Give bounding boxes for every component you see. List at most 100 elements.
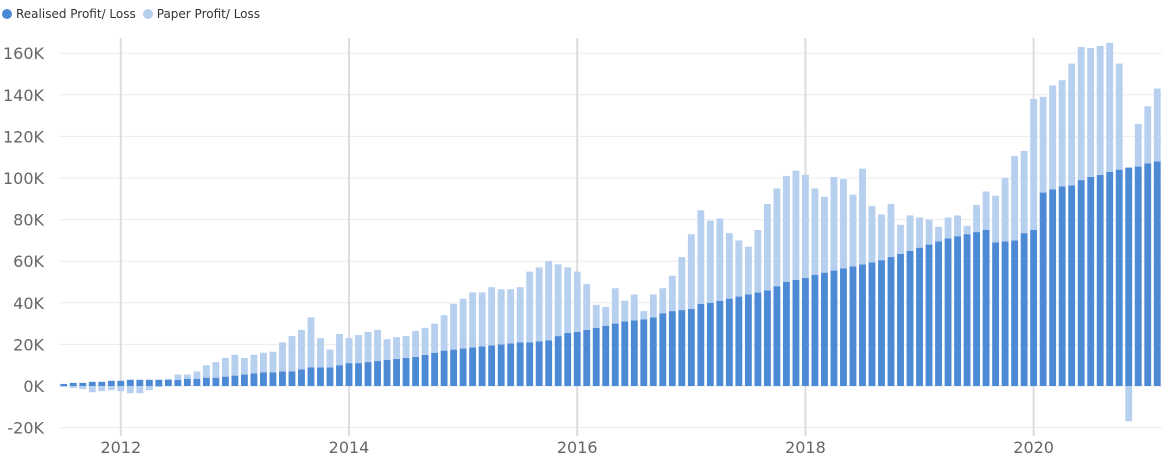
bar-realised[interactable] xyxy=(345,363,353,386)
bar-paper[interactable] xyxy=(611,288,619,324)
bar-paper[interactable] xyxy=(117,386,125,392)
bar-paper[interactable] xyxy=(1001,178,1009,242)
bar-paper[interactable] xyxy=(725,233,733,299)
bar-paper[interactable] xyxy=(773,188,781,287)
bar-paper[interactable] xyxy=(183,374,191,379)
bar-paper[interactable] xyxy=(516,287,524,343)
bar-realised[interactable] xyxy=(545,340,553,386)
bar-realised[interactable] xyxy=(69,382,77,386)
bar-paper[interactable] xyxy=(887,204,895,258)
bar-realised[interactable] xyxy=(326,367,334,386)
bar-paper[interactable] xyxy=(630,294,638,321)
bar-realised[interactable] xyxy=(364,362,372,386)
bar-realised[interactable] xyxy=(269,372,277,386)
bar-paper[interactable] xyxy=(69,386,77,389)
bar-realised[interactable] xyxy=(1144,163,1152,386)
bar-paper[interactable] xyxy=(849,194,857,267)
bar-realised[interactable] xyxy=(944,238,952,386)
bar-realised[interactable] xyxy=(878,260,885,386)
bar-paper[interactable] xyxy=(279,342,286,372)
bar-realised[interactable] xyxy=(982,230,990,386)
bar-realised[interactable] xyxy=(383,360,391,386)
bar-paper[interactable] xyxy=(383,339,391,360)
bar-realised[interactable] xyxy=(811,274,819,386)
bar-paper[interactable] xyxy=(973,205,981,233)
bar-realised[interactable] xyxy=(374,361,381,386)
bar-paper[interactable] xyxy=(107,386,115,391)
bar-paper[interactable] xyxy=(583,284,591,330)
bar-realised[interactable] xyxy=(1011,240,1019,386)
bar-paper[interactable] xyxy=(716,218,724,301)
bar-realised[interactable] xyxy=(212,377,220,386)
bar-paper[interactable] xyxy=(336,334,343,366)
bar-paper[interactable] xyxy=(735,240,743,297)
bar-paper[interactable] xyxy=(345,338,353,364)
bar-realised[interactable] xyxy=(355,363,362,386)
bar-paper[interactable] xyxy=(802,174,809,278)
bar-realised[interactable] xyxy=(1049,189,1057,386)
bar-paper[interactable] xyxy=(573,271,581,332)
bar-paper[interactable] xyxy=(393,337,400,359)
bar-realised[interactable] xyxy=(298,369,305,386)
bar-paper[interactable] xyxy=(944,217,952,239)
bar-realised[interactable] xyxy=(611,323,619,386)
bar-paper[interactable] xyxy=(193,371,201,379)
bar-realised[interactable] xyxy=(1058,186,1066,386)
bar-paper[interactable] xyxy=(298,329,305,370)
bar-paper[interactable] xyxy=(1020,150,1028,234)
bar-realised[interactable] xyxy=(250,373,258,386)
bar-paper[interactable] xyxy=(241,357,248,375)
bar-paper[interactable] xyxy=(250,354,258,374)
bar-paper[interactable] xyxy=(1134,123,1142,167)
bar-realised[interactable] xyxy=(117,380,125,386)
bar-paper[interactable] xyxy=(402,336,410,358)
bar-paper[interactable] xyxy=(374,329,381,362)
bar-paper[interactable] xyxy=(1068,63,1076,186)
bar-paper[interactable] xyxy=(1049,85,1057,190)
bar-realised[interactable] xyxy=(802,277,809,386)
bar-paper[interactable] xyxy=(925,219,933,245)
bar-realised[interactable] xyxy=(145,379,153,386)
bar-realised[interactable] xyxy=(79,382,87,386)
bar-paper[interactable] xyxy=(1077,46,1085,181)
bar-paper[interactable] xyxy=(288,336,296,372)
bar-paper[interactable] xyxy=(317,338,324,368)
bar-realised[interactable] xyxy=(716,300,724,386)
bar-realised[interactable] xyxy=(840,268,847,386)
bar-paper[interactable] xyxy=(754,230,762,293)
bar-realised[interactable] xyxy=(697,303,705,386)
bar-paper[interactable] xyxy=(507,289,515,344)
bar-paper[interactable] xyxy=(811,188,819,275)
bar-realised[interactable] xyxy=(202,377,210,386)
bar-realised[interactable] xyxy=(916,247,923,386)
bar-paper[interactable] xyxy=(678,257,686,311)
bar-paper[interactable] xyxy=(1058,80,1066,187)
bar-paper[interactable] xyxy=(221,357,229,377)
bar-realised[interactable] xyxy=(1087,176,1095,386)
bar-paper[interactable] xyxy=(1039,96,1047,193)
bar-realised[interactable] xyxy=(98,381,106,386)
bar-paper[interactable] xyxy=(1153,88,1161,162)
bar-realised[interactable] xyxy=(478,346,486,386)
bar-paper[interactable] xyxy=(136,386,144,394)
bar-paper[interactable] xyxy=(1096,45,1104,175)
bar-realised[interactable] xyxy=(564,332,572,386)
bar-realised[interactable] xyxy=(554,336,562,386)
bar-paper[interactable] xyxy=(1087,48,1095,177)
bar-realised[interactable] xyxy=(241,374,248,386)
bar-realised[interactable] xyxy=(421,354,429,386)
bar-realised[interactable] xyxy=(1153,161,1161,386)
bar-realised[interactable] xyxy=(507,343,515,386)
bar-realised[interactable] xyxy=(1030,230,1038,386)
bar-realised[interactable] xyxy=(431,352,439,386)
bar-realised[interactable] xyxy=(821,272,828,386)
bar-realised[interactable] xyxy=(992,242,1000,386)
bar-paper[interactable] xyxy=(469,292,477,348)
bar-paper[interactable] xyxy=(935,226,942,242)
bar-paper[interactable] xyxy=(355,335,362,364)
bar-paper[interactable] xyxy=(687,234,695,310)
bar-realised[interactable] xyxy=(859,264,866,386)
bar-paper[interactable] xyxy=(878,214,885,261)
bar-realised[interactable] xyxy=(849,266,857,386)
bar-paper[interactable] xyxy=(1106,42,1114,172)
